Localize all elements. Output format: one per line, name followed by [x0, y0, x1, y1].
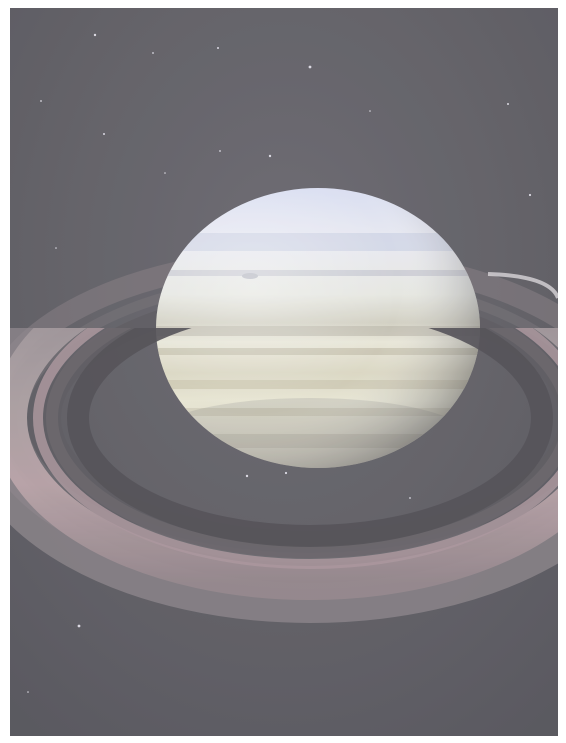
haze-overlay	[10, 8, 558, 736]
stars	[27, 33, 532, 693]
planet-body	[156, 188, 480, 468]
saturn-photo	[10, 8, 558, 736]
saturn-illustration	[10, 8, 558, 736]
ring-edge-highlight	[487, 272, 558, 299]
rings-front	[10, 328, 558, 623]
